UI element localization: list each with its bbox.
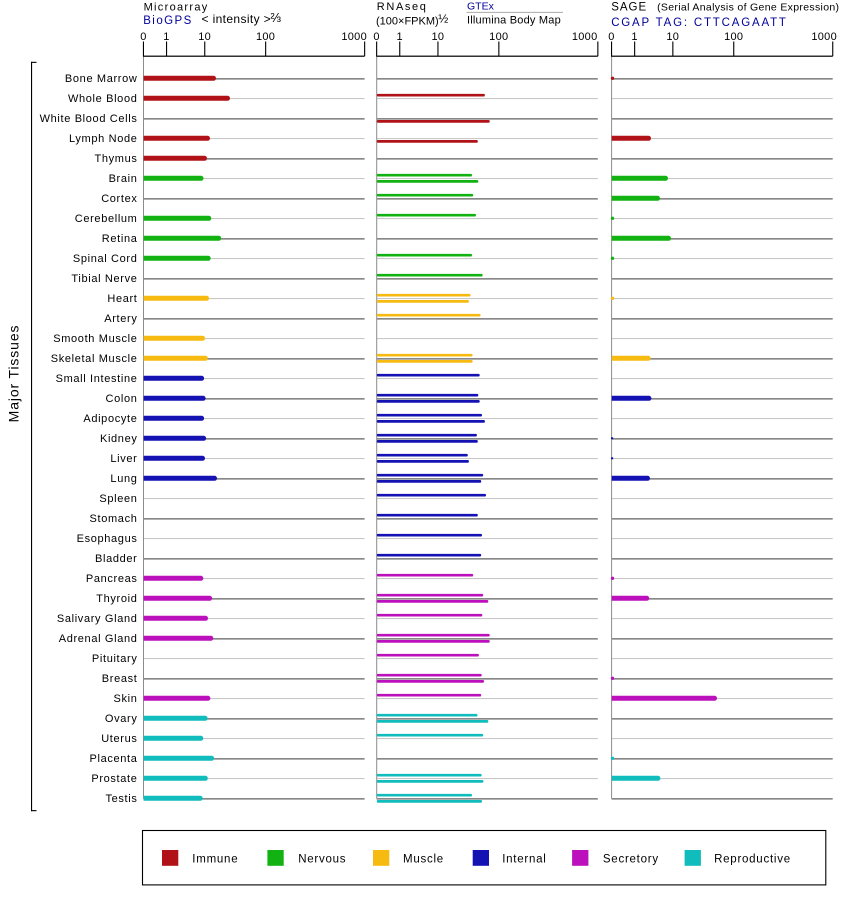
svg-text:0: 0 <box>140 31 146 43</box>
svg-text:1000: 1000 <box>811 31 837 43</box>
svg-text:1000: 1000 <box>572 31 598 43</box>
svg-text:100: 100 <box>489 31 508 43</box>
svg-text:Lung: Lung <box>110 473 137 485</box>
svg-text:Ovary: Ovary <box>105 713 138 725</box>
svg-text:Lymph Node: Lymph Node <box>69 133 137 145</box>
svg-text:CGAP TAG: CTTCAGAATT: CGAP TAG: CTTCAGAATT <box>611 17 788 29</box>
svg-text:Retina: Retina <box>102 233 138 245</box>
svg-text:½: ½ <box>438 11 448 25</box>
svg-text:< intensity >: < intensity > <box>202 12 272 26</box>
svg-text:0: 0 <box>608 31 614 43</box>
svg-text:100: 100 <box>724 31 743 43</box>
svg-text:Smooth Muscle: Smooth Muscle <box>53 333 137 345</box>
svg-text:Kidney: Kidney <box>100 433 138 445</box>
svg-text:Bladder: Bladder <box>95 553 137 565</box>
svg-text:Nervous: Nervous <box>298 853 346 865</box>
svg-text:Adrenal Gland: Adrenal Gland <box>59 633 138 645</box>
svg-text:1: 1 <box>631 31 637 43</box>
svg-text:Bone Marrow: Bone Marrow <box>65 73 138 85</box>
svg-text:Small Intestine: Small Intestine <box>56 373 138 385</box>
svg-text:1000: 1000 <box>341 31 367 43</box>
svg-text:Salivary Gland: Salivary Gland <box>57 613 138 625</box>
svg-text:Illumina Body Map: Illumina Body Map <box>467 15 561 27</box>
svg-text:10: 10 <box>431 31 444 43</box>
svg-text:Cortex: Cortex <box>101 193 137 205</box>
svg-text:Liver: Liver <box>110 453 137 465</box>
svg-text:Testis: Testis <box>105 793 137 805</box>
svg-text:Heart: Heart <box>107 293 137 305</box>
svg-text:1: 1 <box>396 31 402 43</box>
svg-text:Prostate: Prostate <box>91 773 137 785</box>
svg-text:Thyroid: Thyroid <box>96 593 137 605</box>
svg-text:White Blood Cells: White Blood Cells <box>40 113 138 125</box>
svg-text:Spinal Cord: Spinal Cord <box>73 253 138 265</box>
svg-text:Breast: Breast <box>102 673 138 685</box>
svg-text:Whole Blood: Whole Blood <box>68 93 138 105</box>
svg-text:RNAseq: RNAseq <box>377 1 428 13</box>
svg-text:GTEx: GTEx <box>467 1 495 13</box>
svg-text:⅔: ⅔ <box>271 11 282 25</box>
svg-text:Placenta: Placenta <box>89 753 137 765</box>
svg-text:SAGE: SAGE <box>611 2 647 14</box>
svg-text:10: 10 <box>666 31 679 43</box>
svg-text:Internal: Internal <box>502 853 546 865</box>
svg-text:Artery: Artery <box>104 313 137 325</box>
svg-text:Colon: Colon <box>106 393 138 405</box>
svg-text:100: 100 <box>256 31 275 43</box>
svg-text:Tibial Nerve: Tibial Nerve <box>71 273 137 285</box>
svg-text:Reproductive: Reproductive <box>714 853 791 865</box>
svg-text:Pancreas: Pancreas <box>86 573 138 585</box>
svg-text:Spleen: Spleen <box>99 493 137 505</box>
svg-text:Uterus: Uterus <box>101 733 137 745</box>
svg-text:Cerebellum: Cerebellum <box>75 213 138 225</box>
svg-text:Secretory: Secretory <box>603 853 659 865</box>
svg-text:Thymus: Thymus <box>94 153 137 165</box>
svg-text:Esophagus: Esophagus <box>77 533 138 545</box>
svg-text:Skeletal Muscle: Skeletal Muscle <box>51 353 138 365</box>
svg-text:Adipocyte: Adipocyte <box>83 413 137 425</box>
svg-text:Microarray: Microarray <box>144 1 209 13</box>
svg-text:(100×FPKM): (100×FPKM) <box>376 15 439 27</box>
svg-text:BioGPS: BioGPS <box>143 15 193 27</box>
svg-text:1: 1 <box>163 31 169 43</box>
svg-text:Stomach: Stomach <box>90 513 138 525</box>
svg-text:0: 0 <box>373 31 379 43</box>
svg-text:Pituitary: Pituitary <box>92 653 138 665</box>
svg-text:Major Tissues: Major Tissues <box>5 325 21 423</box>
svg-text:(Serial Analysis of Gene Expre: (Serial Analysis of Gene Expression) <box>657 2 839 14</box>
svg-text:Immune: Immune <box>192 853 238 865</box>
svg-text:Skin: Skin <box>114 693 138 705</box>
svg-text:Muscle: Muscle <box>403 853 444 865</box>
svg-text:Brain: Brain <box>109 173 138 185</box>
svg-text:10: 10 <box>198 31 211 43</box>
